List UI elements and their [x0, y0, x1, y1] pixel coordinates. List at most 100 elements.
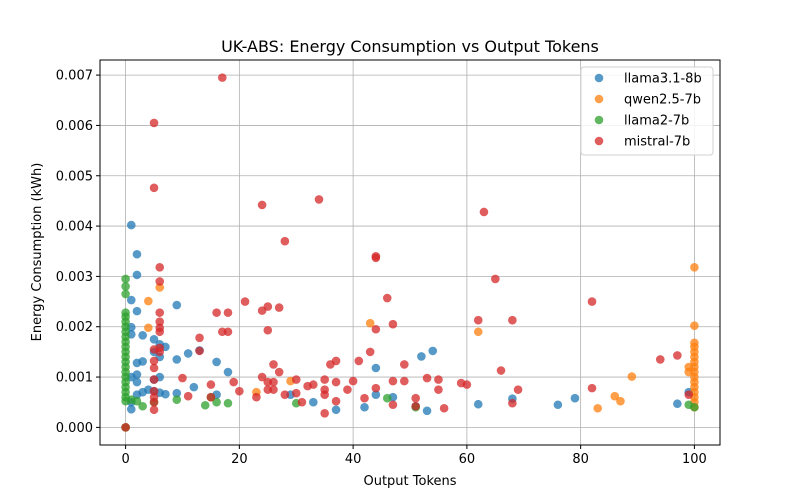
data-point [684, 390, 694, 399]
data-point [155, 308, 165, 317]
data-point [132, 270, 142, 280]
data-point [382, 293, 392, 303]
data-point [479, 207, 489, 217]
data-point [155, 317, 165, 326]
data-point [161, 389, 170, 399]
data-point [508, 398, 517, 408]
data-point [496, 366, 506, 375]
data-point [200, 400, 210, 410]
data-point [365, 318, 375, 328]
data-point [240, 297, 250, 306]
data-point [690, 402, 699, 412]
data-point [422, 373, 432, 383]
data-point [616, 396, 625, 406]
legend-label: llama3.1-8b [624, 72, 702, 87]
data-points [121, 73, 699, 432]
data-point [252, 392, 261, 402]
data-point [206, 380, 216, 389]
data-point [172, 395, 182, 405]
y-tick-label: 0.004 [56, 220, 93, 235]
data-point [417, 352, 426, 361]
data-point [371, 324, 381, 334]
data-point [360, 402, 369, 412]
data-point [593, 403, 603, 413]
data-point [155, 263, 165, 272]
data-point [195, 333, 204, 343]
y-tick-label: 0.002 [56, 320, 93, 335]
x-tick-label: 60 [459, 452, 476, 467]
data-point [371, 363, 381, 373]
data-point [473, 399, 483, 409]
legend-label: qwen2.5-7b [624, 93, 701, 108]
data-point [132, 377, 142, 387]
data-point [411, 401, 420, 411]
data-point [172, 388, 182, 398]
data-point [144, 296, 153, 306]
y-tick-label: 0.000 [56, 421, 93, 436]
data-point [343, 385, 352, 394]
data-point [149, 118, 159, 128]
data-point [189, 382, 199, 392]
data-point [121, 282, 130, 291]
data-point [217, 73, 227, 82]
data-point [462, 380, 472, 389]
data-point [297, 397, 307, 407]
data-point [553, 400, 563, 410]
y-axis-label: Energy Consumption (kWh) [30, 163, 45, 342]
data-point [428, 346, 438, 356]
data-point [360, 393, 369, 403]
data-point [587, 297, 597, 306]
data-point [206, 392, 216, 402]
data-point [291, 388, 301, 398]
data-point [422, 406, 432, 416]
data-point [149, 405, 159, 415]
legend-marker [594, 136, 604, 146]
legend: llama3.1-8b qwen2.5-7b llama2-7b mistral-7b [580, 66, 714, 156]
data-point [138, 401, 147, 411]
data-point [473, 315, 483, 325]
data-point [690, 321, 699, 331]
data-point [257, 372, 267, 382]
data-point [121, 423, 130, 432]
data-point [126, 295, 136, 305]
data-point [331, 405, 341, 415]
data-point [212, 397, 221, 407]
data-point [513, 385, 523, 394]
y-axis-ticks: 0.000 0.001 0.002 0.003 0.004 0.005 0.006 0.007 [56, 69, 100, 436]
data-point [126, 220, 136, 230]
legend-marker [594, 73, 604, 83]
legend-label: llama2-7b [624, 114, 689, 129]
data-point [354, 356, 364, 366]
data-point [269, 377, 278, 387]
data-point [314, 195, 324, 204]
chart-title: UK-ABS: Energy Consumption vs Output Tok… [221, 37, 599, 56]
series-qwen2.5-7b [121, 263, 699, 432]
data-point [331, 377, 341, 387]
data-point [439, 403, 449, 413]
data-point [434, 375, 443, 384]
data-point [178, 373, 187, 383]
data-point [172, 355, 182, 364]
data-point [132, 249, 142, 259]
data-point [132, 306, 142, 316]
legend-label: mistral-7b [624, 135, 690, 150]
data-point [212, 357, 221, 367]
data-point [263, 302, 273, 311]
y-tick-label: 0.006 [56, 119, 93, 134]
data-point [274, 303, 284, 312]
data-point [388, 319, 398, 329]
data-point [212, 308, 221, 317]
data-point [411, 393, 420, 403]
legend-box [580, 66, 714, 156]
data-point [320, 408, 329, 418]
data-point [491, 274, 500, 284]
legend-marker [594, 94, 604, 104]
y-tick-label: 0.007 [56, 69, 93, 84]
data-point [434, 385, 443, 394]
data-point [155, 347, 165, 357]
data-point [172, 300, 182, 310]
data-point [149, 363, 159, 373]
data-point [269, 360, 278, 369]
y-tick-label: 0.001 [56, 371, 93, 386]
